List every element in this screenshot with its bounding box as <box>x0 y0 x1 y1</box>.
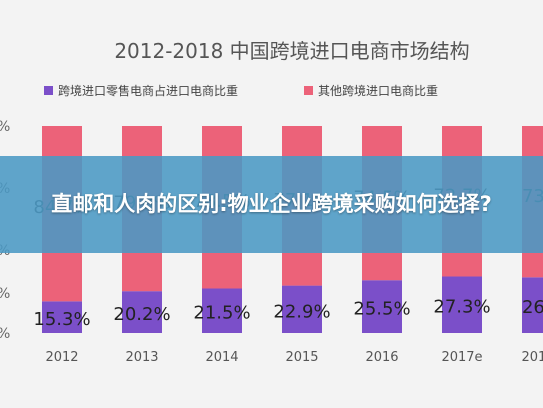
legend-swatch-2 <box>304 86 313 95</box>
legend: 跨境进口零售电商占进口电商比重 其他跨境进口电商比重 <box>44 83 438 98</box>
legend-label-1: 跨境进口零售电商占进口电商比重 <box>58 83 238 98</box>
legend-swatch-1 <box>44 86 53 95</box>
bar-2018e-series-1 <box>522 277 543 333</box>
bar-2014-series-1 <box>202 288 242 333</box>
legend-label-2: 其他跨境进口电商比重 <box>318 83 438 98</box>
x-axis-labels: 2012 2013 2014 2015 2016 2017e 2018e <box>45 350 543 365</box>
article-title-banner: 直邮和人肉的区别:物业企业跨境采购如何选择? <box>0 156 543 253</box>
chart-title: 2012-2018 中国跨境进口电商市场结构 <box>114 39 469 63</box>
x-tick-label-2016: 2016 <box>365 350 398 365</box>
bar-2015-series-1 <box>282 285 322 333</box>
data-label-2017e-series-1: 27.3% <box>433 297 490 318</box>
data-label-2015-series-1: 22.9% <box>273 301 330 322</box>
y-tick-label-1: % <box>0 119 10 135</box>
bar-2013-series-1 <box>122 291 162 333</box>
article-title: 直邮和人肉的区别:物业企业跨境采购如何选择? <box>51 192 492 216</box>
data-label-2013-series-1: 20.2% <box>113 304 170 325</box>
x-tick-label-2015: 2015 <box>285 350 318 365</box>
y-tick-label-4: % <box>0 286 10 302</box>
data-label-2014-series-1: 21.5% <box>193 303 250 324</box>
x-tick-label-2012: 2012 <box>45 350 78 365</box>
bar-2017e-series-1 <box>442 276 482 333</box>
x-tick-label-2017e: 2017e <box>441 350 482 365</box>
y-tick-label-5: % <box>0 326 10 342</box>
x-tick-label-2014: 2014 <box>205 350 238 365</box>
data-label-2016-series-1: 25.5% <box>353 299 410 320</box>
x-tick-label-2018e: 2018e <box>521 350 543 365</box>
bar-2012-series-1 <box>42 301 82 333</box>
data-label-2012-series-1: 15.3% <box>33 309 90 330</box>
x-tick-label-2013: 2013 <box>125 350 158 365</box>
data-label-2018e-series-1: 26.9 <box>522 297 543 318</box>
bar-2016-series-1 <box>362 280 402 333</box>
